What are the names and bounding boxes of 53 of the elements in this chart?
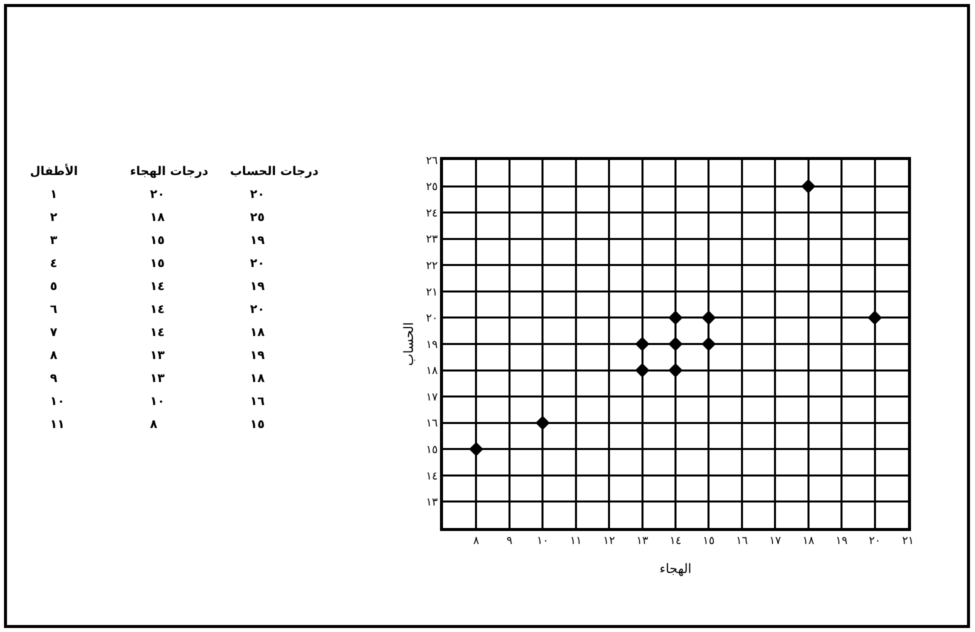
- point: [668, 336, 683, 352]
- y-tick-label: ١٩: [426, 338, 438, 351]
- point: [635, 363, 650, 378]
- y-tick-label: ٢٢: [426, 258, 438, 272]
- x-tick-label: ١٥: [702, 534, 715, 548]
- text: الأطفال درجات الهجاء درجات الحساب: [30, 162, 320, 180]
- y-tick-label: ١٨: [426, 364, 438, 378]
- y-tick-label: ١٤: [426, 469, 438, 482]
- text: ٢ ١٨ ٢٥: [49, 209, 266, 226]
- x-tick-label: ١٩: [836, 534, 848, 548]
- x-tick-label: ١٠: [536, 534, 549, 548]
- point: [668, 310, 683, 325]
- x-tick-label: ١٨: [802, 534, 814, 548]
- x-tick-label: ٢١: [902, 534, 914, 548]
- y-tick-label: ٢٣: [426, 232, 438, 246]
- y-tick-label: ١٦: [426, 416, 438, 430]
- point: [535, 416, 550, 430]
- x-tick-label: ١٧: [769, 534, 782, 548]
- y-tick-label: ١٥: [426, 442, 438, 456]
- point: [702, 336, 716, 352]
- y-tick-label: ١٣: [426, 496, 438, 509]
- y-tick-label: ٢١: [426, 285, 438, 298]
- point: [668, 363, 683, 378]
- text: ٥ ١٤ ١٩: [49, 278, 266, 295]
- x-tick-label: ٩: [506, 534, 512, 548]
- point: [801, 179, 816, 194]
- y-axis-title: الحساب: [402, 322, 417, 366]
- point: [868, 310, 882, 325]
- text: ٤ ١٥ ٢٠: [49, 255, 266, 272]
- x-tick-label: ٢٠: [868, 534, 881, 548]
- text: ٧ ١٤ ١٨: [49, 324, 266, 341]
- text: ١١ ٨ ١٥: [49, 416, 266, 433]
- point: [635, 336, 650, 352]
- x-tick-label: ١٢: [603, 534, 616, 548]
- point: [469, 442, 484, 456]
- y-tick-label: ٢٦: [426, 154, 438, 167]
- text: ٦ ١٤ ٢٠: [49, 301, 266, 318]
- x-tick-label: ١٤: [670, 534, 682, 548]
- x-tick-label: ٨: [473, 534, 480, 548]
- text: ١ ٢٠ ٢٠: [49, 186, 266, 203]
- x-tick-label: ١٦: [736, 534, 748, 548]
- x-tick-label: ١١: [570, 534, 582, 548]
- point: [702, 310, 716, 325]
- y-tick-label: ٢٥: [426, 180, 438, 194]
- y-tick-label: ٢٠: [426, 312, 438, 325]
- text: ١٠ ١٠ ١٦: [49, 393, 266, 410]
- x-axis-title: الهجاء: [659, 562, 692, 577]
- text: ٣ ١٥ ١٩: [49, 232, 266, 249]
- text: ٨ ١٣ ١٩: [49, 347, 266, 364]
- y-tick-label: ٢٤: [426, 206, 438, 220]
- text: ٩ ١٣ ١٨: [49, 370, 266, 387]
- x-tick-label: ١٣: [636, 534, 648, 548]
- y-tick-label: ١٧: [426, 390, 438, 404]
